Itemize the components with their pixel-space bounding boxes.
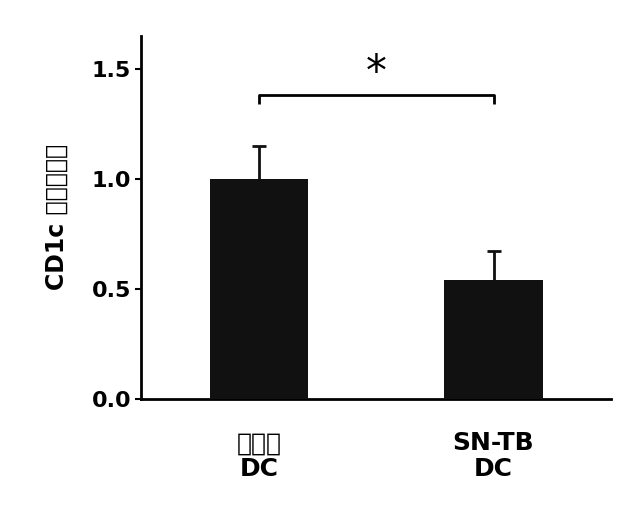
Text: DC: DC bbox=[474, 457, 513, 481]
Text: *: * bbox=[366, 52, 386, 94]
Text: CD1c 相对表达量: CD1c 相对表达量 bbox=[45, 144, 69, 290]
Text: 健康人: 健康人 bbox=[237, 431, 281, 455]
Text: SN-TB: SN-TB bbox=[453, 431, 534, 455]
Text: DC: DC bbox=[239, 457, 278, 481]
Bar bbox=[210, 179, 308, 399]
Bar bbox=[444, 280, 543, 399]
